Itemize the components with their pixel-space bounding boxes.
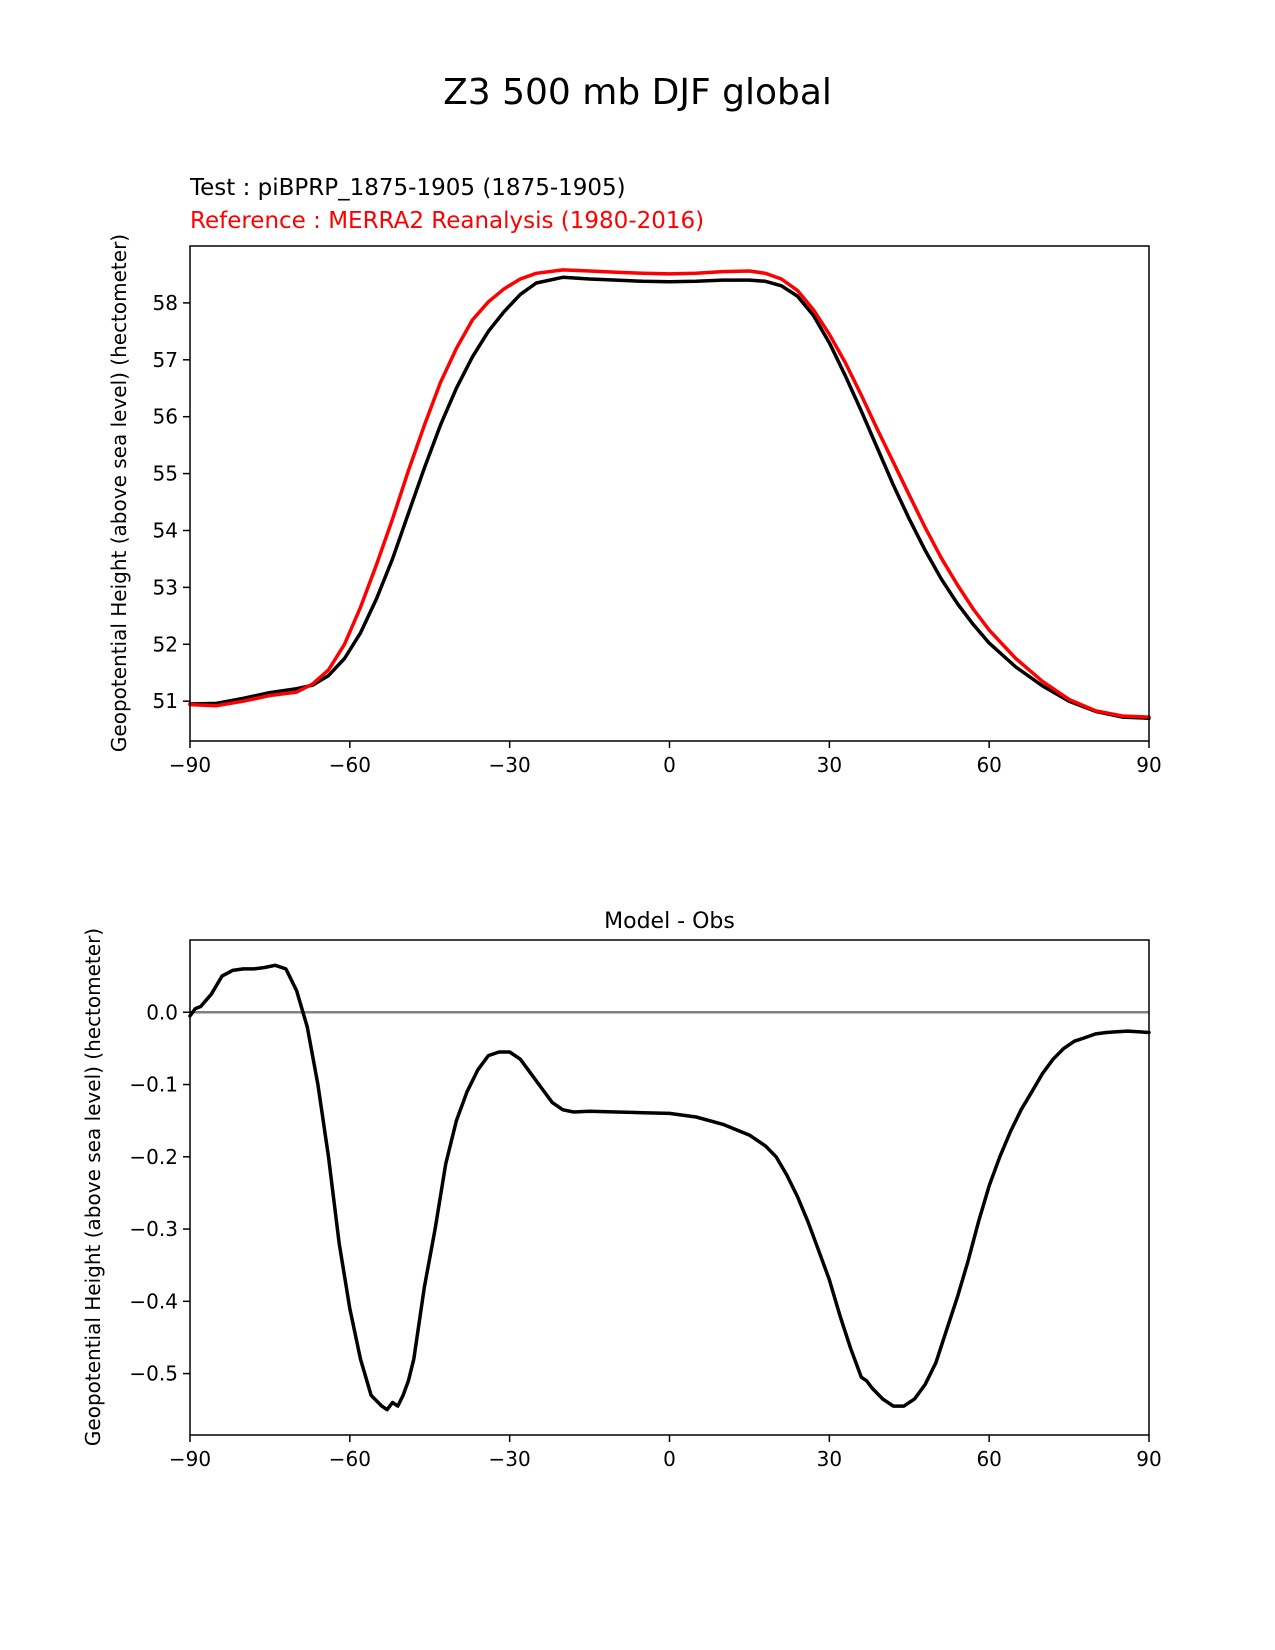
x-tick-label: 90 [1136, 753, 1161, 777]
y-tick-label: 55 [153, 462, 178, 486]
test-label: Test : piBPRP_1875-1905 (1875-1905) [190, 175, 626, 201]
x-tick-label: 0 [663, 1447, 676, 1471]
figure-title: Z3 500 mb DJF global [443, 72, 832, 113]
chart-1: −90 −60 −30 0 30 60 90 51 52 53 54 55 56 57 58 Geopoten… [107, 234, 1162, 777]
x-tick-label: 60 [976, 1447, 1001, 1471]
y-tick-label: 57 [153, 348, 178, 372]
reference-label: Reference : MERRA2 Reanalysis (1980-2016… [190, 208, 705, 234]
x-tick-label: 30 [817, 1447, 842, 1471]
series-line-reference [188, 268, 1151, 719]
series-line-difference [188, 963, 1151, 1412]
y-axis-label: Geopotential Height (above sea level) (h… [81, 928, 105, 1446]
y-tick-label: 54 [153, 518, 178, 542]
y-tick-label: 52 [153, 632, 178, 656]
y-tick-label: −0.5 [129, 1362, 178, 1386]
x-tick-label: −90 [169, 753, 211, 777]
y-axis-label: Geopotential Height (above sea level) (h… [107, 234, 131, 752]
y-tick-label: −0.3 [129, 1217, 178, 1241]
subplot-title: Model - Obs [604, 909, 735, 934]
x-tick-label: 0 [663, 753, 676, 777]
x-tick-label: −30 [489, 1447, 531, 1471]
series-line-test [188, 275, 1151, 720]
plot-frame [189, 245, 1150, 742]
y-tick-label: 51 [153, 689, 178, 713]
x-tick-label: −60 [329, 1447, 371, 1471]
y-tick-label: 58 [153, 291, 178, 315]
x-tick-label: −60 [329, 753, 371, 777]
y-tick-label: 53 [153, 575, 178, 599]
y-tick-label: −0.2 [129, 1145, 178, 1169]
y-tick-label: −0.1 [129, 1073, 178, 1097]
x-tick-label: −90 [169, 1447, 211, 1471]
y-tick-label: 0.0 [146, 1000, 178, 1024]
chart-2: −90 −60 −30 0 30 60 90 0.0 −0.1 −0.2 −0.3 −0.4 −0.5 G… [81, 909, 1162, 1471]
x-tick-label: −30 [489, 753, 531, 777]
x-tick-label: 30 [817, 753, 842, 777]
y-tick-label: −0.4 [129, 1289, 178, 1313]
x-tick-label: 90 [1136, 1447, 1161, 1471]
x-tick-label: 60 [976, 753, 1001, 777]
y-tick-label: 56 [153, 405, 178, 429]
